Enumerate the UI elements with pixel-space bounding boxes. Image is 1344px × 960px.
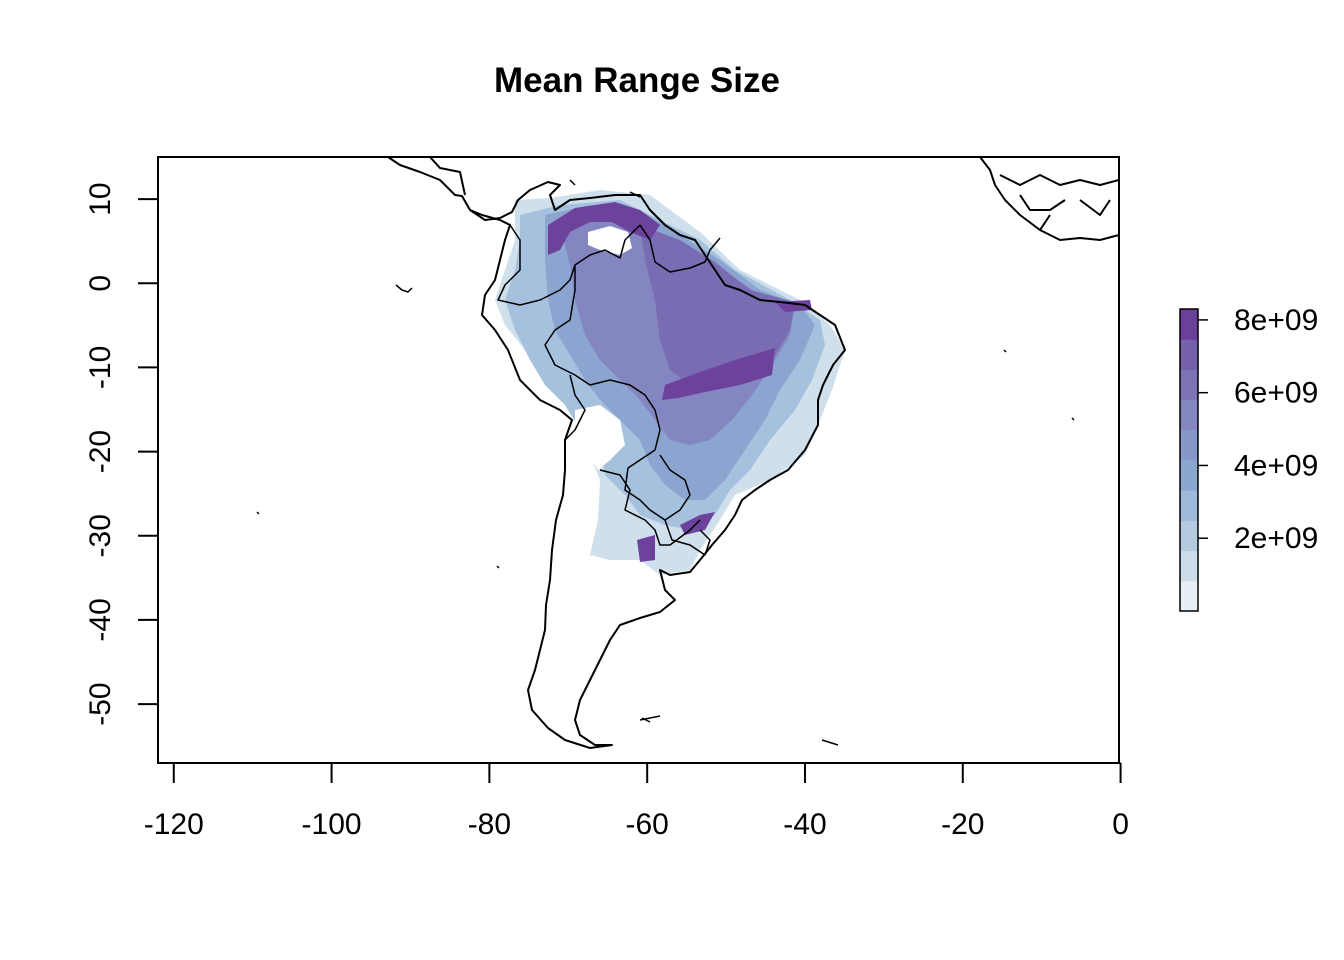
raster-layer [495,190,845,575]
y-tick-label: 10 [84,182,117,215]
country-borders [497,224,721,556]
raster-zone-6b [662,348,775,400]
x-tick-label: -60 [625,808,668,841]
legend-swatch [1180,399,1198,431]
legend-tick-label: 4e+09 [1234,449,1318,482]
coastlines [256,157,1119,749]
south-america-outline [461,181,846,749]
legend-swatch [1180,550,1198,582]
x-tick-label: -100 [302,808,362,841]
y-tick-label: 0 [84,275,117,292]
legend-swatch [1180,490,1198,521]
x-tick-label: -20 [941,808,984,841]
raster-zone-6a [548,202,660,255]
y-tick-label: -20 [84,430,117,473]
legend-swatch [1180,429,1198,461]
legend-swatch [1180,309,1198,340]
legend-swatch [1180,369,1198,401]
raster-gap-andes-central [575,405,625,470]
y-tick-label: -50 [84,682,117,725]
x-tick-label: 0 [1112,808,1129,841]
legend-tick-label: 2e+09 [1234,522,1318,555]
legend-swatch [1180,580,1198,612]
legend-frame [1179,308,1199,612]
y-tick-label: -40 [84,598,117,641]
color-legend: 2e+09 4e+09 6e+09 8e+09 [1179,304,1318,612]
legend-swatch [1180,460,1198,491]
raster-gap-andes-north [588,226,632,255]
x-tick-label: -120 [144,808,204,841]
legend-swatch [1180,339,1198,370]
africa-outline [979,157,1119,241]
legend-swatch [1180,520,1198,552]
central-america-outline [387,157,466,197]
x-tick-label: -40 [783,808,826,841]
y-tick-label: -30 [84,514,117,557]
legend-tick-label: 6e+09 [1234,377,1318,410]
raster-zone-5 [640,225,795,385]
y-tick-label: -10 [84,346,117,389]
y-axis: 10 0 -10 -20 -30 -40 -50 [84,182,159,726]
map-title: Mean Range Size [494,61,780,100]
x-axis: -120 -100 -80 -60 -40 -20 0 [144,762,1129,841]
raster-zone-6d [637,535,655,562]
legend-tick-label: 8e+09 [1234,304,1318,337]
islands [256,179,1075,746]
x-tick-label: -80 [468,808,511,841]
